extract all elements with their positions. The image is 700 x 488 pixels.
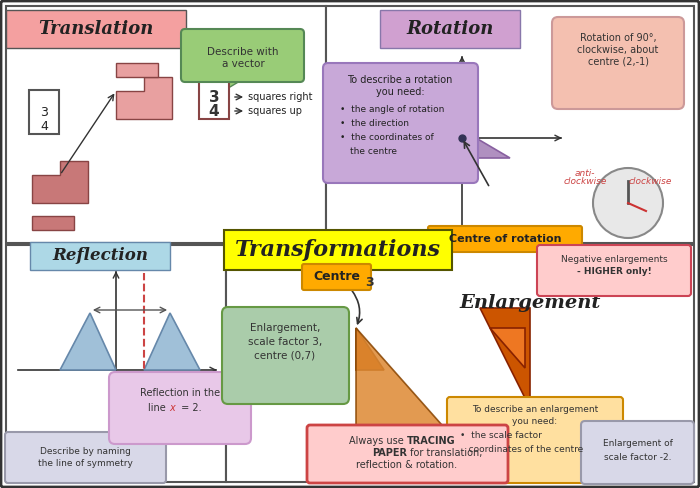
Text: Centre: Centre <box>314 270 360 284</box>
FancyBboxPatch shape <box>428 226 582 252</box>
Text: squares up: squares up <box>248 106 302 116</box>
Text: x=2: x=2 <box>132 399 141 417</box>
FancyBboxPatch shape <box>302 264 371 290</box>
Polygon shape <box>400 88 448 138</box>
Text: Enlargement of: Enlargement of <box>603 439 673 447</box>
FancyBboxPatch shape <box>109 372 251 444</box>
Text: Reflection in the: Reflection in the <box>140 388 220 398</box>
Text: 2: 2 <box>141 470 147 480</box>
Text: Centre of rotation: Centre of rotation <box>449 234 561 244</box>
FancyBboxPatch shape <box>29 90 59 134</box>
Text: you need:: you need: <box>512 418 558 427</box>
Text: you need:: you need: <box>376 87 424 97</box>
Text: clockwise: clockwise <box>564 178 607 186</box>
FancyBboxPatch shape <box>226 245 694 482</box>
Text: Enlargement,: Enlargement, <box>250 323 320 333</box>
Text: Always use: Always use <box>349 436 407 446</box>
FancyBboxPatch shape <box>323 63 478 183</box>
Text: centre (2,-1): centre (2,-1) <box>587 57 648 67</box>
Text: scale factor 3,: scale factor 3, <box>248 337 322 347</box>
Text: 4: 4 <box>40 120 48 133</box>
Circle shape <box>593 168 663 238</box>
Polygon shape <box>356 328 480 468</box>
Text: PAPER: PAPER <box>372 448 407 458</box>
Text: the centre: the centre <box>350 146 397 156</box>
Polygon shape <box>60 313 116 370</box>
Text: 3: 3 <box>40 105 48 119</box>
Polygon shape <box>480 308 530 408</box>
Text: centre (0,7): centre (0,7) <box>254 351 316 361</box>
FancyBboxPatch shape <box>181 29 304 82</box>
Polygon shape <box>116 77 172 119</box>
Text: Negative enlargements: Negative enlargements <box>561 256 667 264</box>
Text: Describe by naming: Describe by naming <box>40 447 130 456</box>
FancyBboxPatch shape <box>6 245 226 482</box>
Text: squares right: squares right <box>248 92 312 102</box>
Text: clockwise: clockwise <box>629 178 672 186</box>
FancyBboxPatch shape <box>380 10 520 48</box>
Text: Reflection: Reflection <box>52 247 148 264</box>
FancyBboxPatch shape <box>307 425 508 483</box>
Polygon shape <box>32 161 88 203</box>
Text: •  the angle of rotation: • the angle of rotation <box>340 105 444 115</box>
Text: anti-: anti- <box>575 168 595 178</box>
FancyBboxPatch shape <box>199 75 229 119</box>
Text: clockwise, about: clockwise, about <box>578 45 659 55</box>
Text: x: x <box>169 403 175 413</box>
FancyBboxPatch shape <box>222 307 349 404</box>
FancyBboxPatch shape <box>581 421 694 484</box>
Text: Transformations: Transformations <box>235 239 441 261</box>
Polygon shape <box>356 328 384 370</box>
Text: the line of symmetry: the line of symmetry <box>38 460 132 468</box>
Text: scale factor -2.: scale factor -2. <box>604 453 672 463</box>
Polygon shape <box>32 216 74 230</box>
Text: Translation: Translation <box>38 20 154 38</box>
FancyBboxPatch shape <box>30 242 170 270</box>
FancyBboxPatch shape <box>6 10 186 48</box>
FancyBboxPatch shape <box>552 17 684 109</box>
Text: Describe with: Describe with <box>207 47 279 57</box>
Text: for translation,: for translation, <box>407 448 482 458</box>
Text: To describe a rotation: To describe a rotation <box>347 75 453 85</box>
Text: •  the coordinates of: • the coordinates of <box>340 134 434 142</box>
Text: To describe an enlargement: To describe an enlargement <box>472 406 598 414</box>
Text: coordinates of the centre: coordinates of the centre <box>460 446 583 454</box>
FancyBboxPatch shape <box>447 397 623 483</box>
Text: reflection & rotation.: reflection & rotation. <box>356 460 458 470</box>
Polygon shape <box>220 78 245 93</box>
Text: a vector: a vector <box>222 59 265 69</box>
Polygon shape <box>116 63 158 77</box>
Text: •  the scale factor: • the scale factor <box>460 431 542 441</box>
Text: Rotation of 90°,: Rotation of 90°, <box>580 33 657 43</box>
FancyBboxPatch shape <box>6 6 326 243</box>
Text: Rotation: Rotation <box>406 20 494 38</box>
FancyBboxPatch shape <box>537 245 691 296</box>
Text: = 2.: = 2. <box>178 403 202 413</box>
Text: Enlargement: Enlargement <box>459 294 601 312</box>
Polygon shape <box>490 328 525 368</box>
Text: TRACING: TRACING <box>407 436 456 446</box>
Polygon shape <box>462 138 510 158</box>
FancyBboxPatch shape <box>326 6 694 243</box>
Text: 3: 3 <box>209 89 219 104</box>
FancyBboxPatch shape <box>5 432 166 483</box>
Text: •  the direction: • the direction <box>340 120 409 128</box>
FancyBboxPatch shape <box>224 230 452 270</box>
Text: line: line <box>148 403 169 413</box>
Text: - HIGHER only!: - HIGHER only! <box>577 267 652 277</box>
Text: 4: 4 <box>209 103 219 119</box>
Text: 3: 3 <box>365 277 375 289</box>
Polygon shape <box>144 313 200 370</box>
